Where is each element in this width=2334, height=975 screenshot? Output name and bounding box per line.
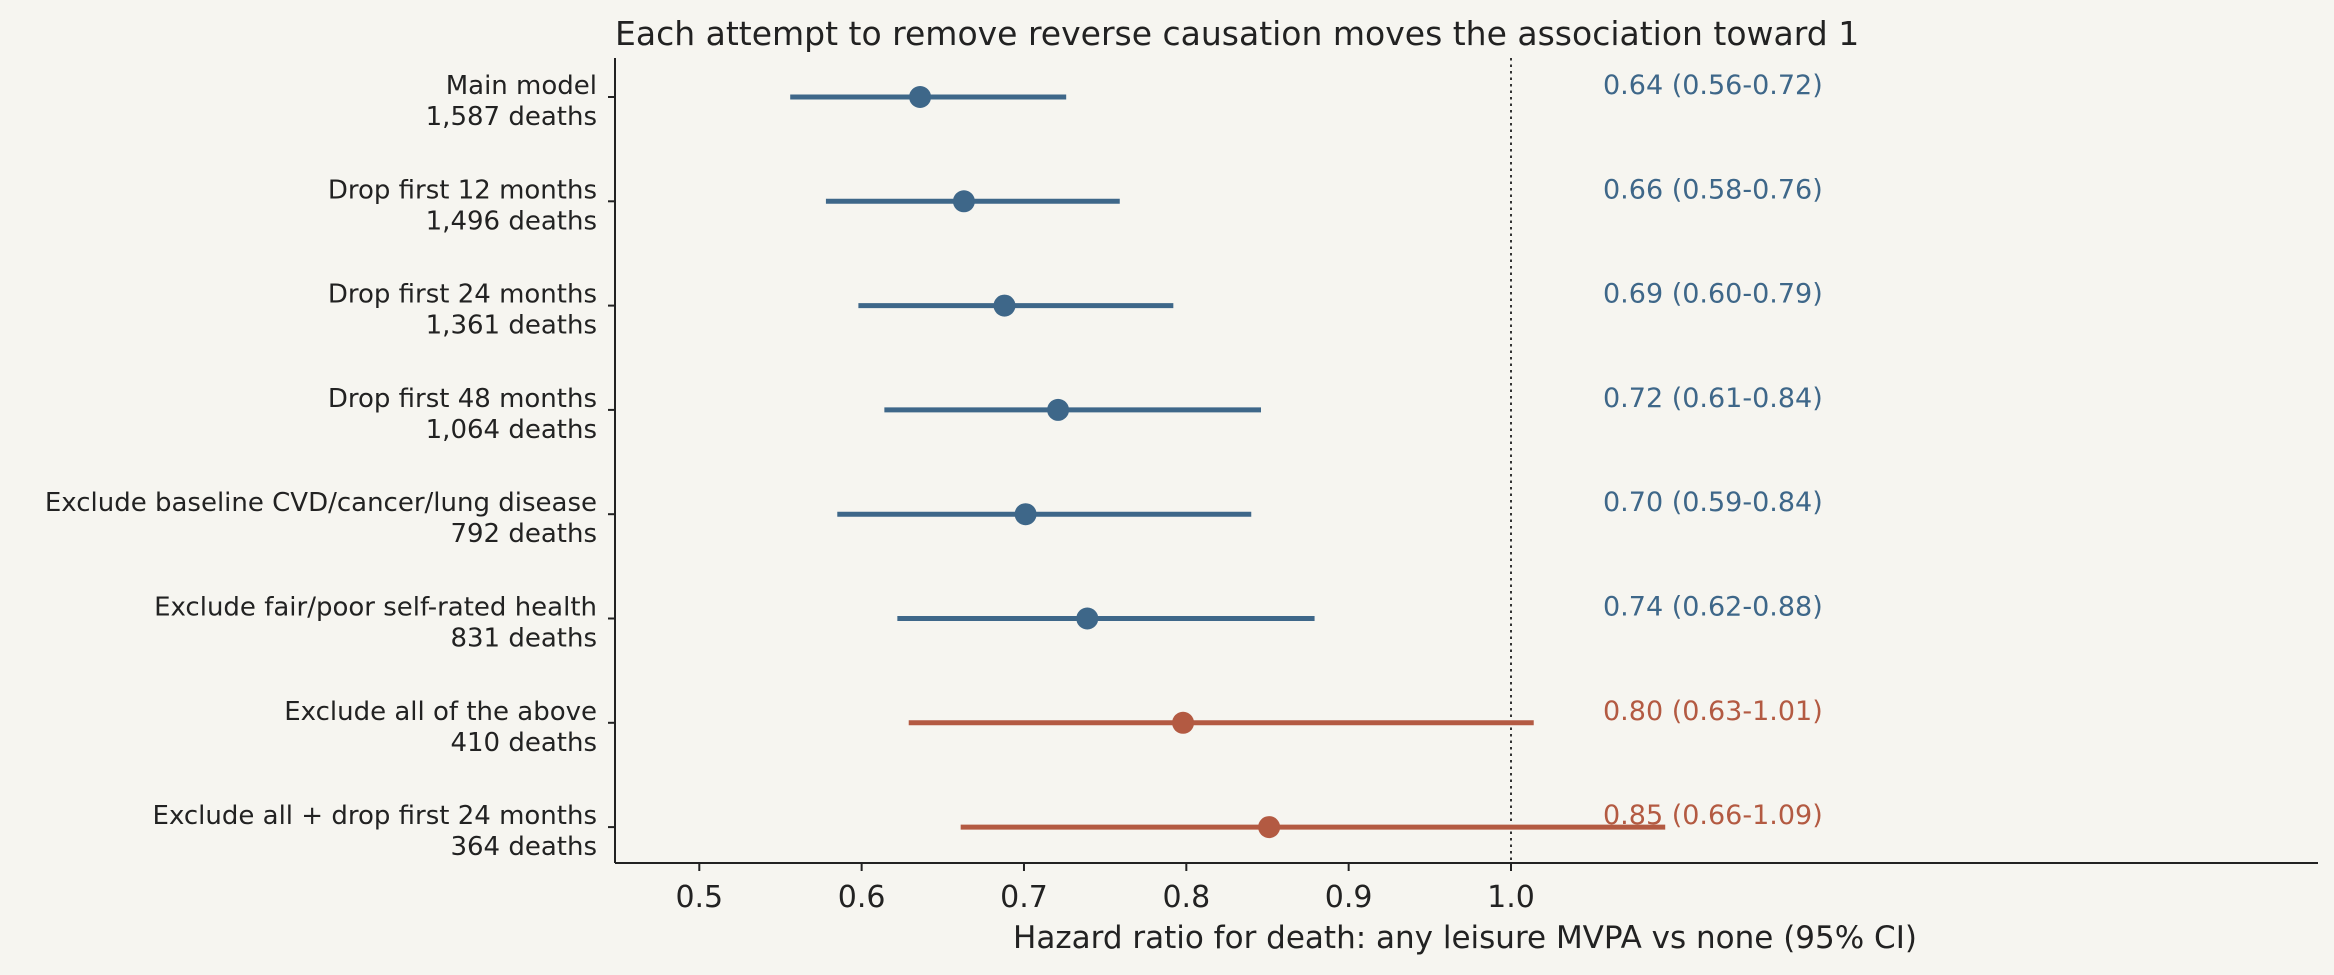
row-label: Exclude fair/poor self-rated health: [154, 593, 597, 623]
row-deaths-label: 831 deaths: [450, 624, 597, 654]
hr-point: [1076, 607, 1099, 630]
x-tick-label: 0.7: [1000, 880, 1048, 915]
estimate-label: 0.80 (0.63-1.01): [1603, 696, 1823, 727]
estimate-label: 0.66 (0.58-0.76): [1603, 174, 1823, 205]
row-deaths-label: 792 deaths: [450, 519, 597, 549]
estimate-label: 0.69 (0.60-0.79): [1603, 279, 1823, 310]
x-tick-label: 0.9: [1325, 880, 1373, 915]
row-label: Exclude all + drop first 24 months: [153, 801, 597, 831]
hr-point: [993, 294, 1016, 317]
row-deaths-label: 410 deaths: [450, 728, 597, 758]
row-deaths-label: 1,361 deaths: [426, 311, 597, 341]
estimate-label: 0.72 (0.61-0.84): [1603, 383, 1823, 414]
x-tick-label: 0.8: [1162, 880, 1210, 915]
row-deaths-label: 1,587 deaths: [426, 102, 597, 132]
row-deaths-label: 1,064 deaths: [426, 415, 597, 445]
hr-point: [1047, 398, 1070, 421]
row-label: Exclude baseline CVD/cancer/lung disease: [45, 488, 597, 518]
hr-point: [952, 190, 975, 213]
estimate-label: 0.85 (0.66-1.09): [1603, 800, 1823, 831]
x-tick-label: 0.6: [838, 880, 886, 915]
row-label: Exclude all of the above: [284, 697, 597, 727]
row-deaths-label: 364 deaths: [450, 832, 597, 862]
hr-point: [909, 86, 932, 108]
x-axis-label: Hazard ratio for death: any leisure MVPA…: [1013, 920, 1917, 956]
chart-title: Each attempt to remove reverse causation…: [615, 14, 1859, 53]
row-label: Drop first 24 months: [328, 280, 597, 310]
row-label: Main model: [446, 71, 597, 101]
row-deaths-label: 1,496 deaths: [426, 206, 597, 236]
estimate-label: 0.74 (0.62-0.88): [1603, 592, 1823, 623]
hr-point: [1014, 503, 1037, 526]
hr-point: [1258, 816, 1281, 839]
hr-point: [1172, 711, 1195, 734]
row-label: Drop first 48 months: [328, 384, 597, 414]
x-tick-label: 1.0: [1487, 880, 1535, 915]
estimate-label: 0.70 (0.59-0.84): [1603, 487, 1823, 518]
estimate-label: 0.64 (0.56-0.72): [1603, 70, 1823, 101]
row-label: Drop first 12 months: [328, 175, 597, 205]
x-tick-label: 0.5: [675, 880, 723, 915]
